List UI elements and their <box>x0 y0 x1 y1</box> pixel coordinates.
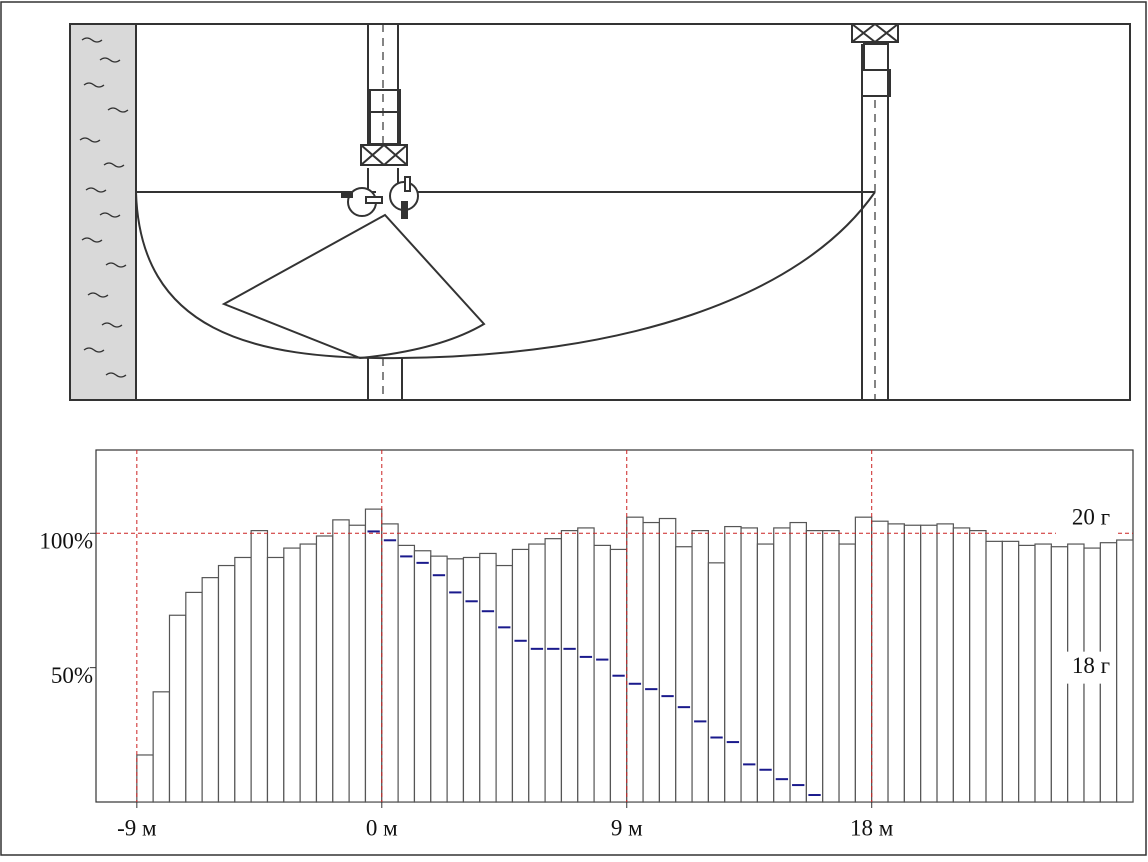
y-tick-label: 100% <box>39 529 93 554</box>
x-tick-label: -9 м <box>117 815 157 840</box>
bar <box>250 530 269 803</box>
bar <box>462 556 481 803</box>
bar <box>773 527 791 803</box>
bar <box>201 577 220 803</box>
bar <box>413 550 432 803</box>
bar <box>593 544 612 803</box>
bar <box>740 527 758 803</box>
legend-bg <box>1056 503 1116 536</box>
bar <box>136 754 154 803</box>
bar <box>283 547 301 803</box>
bar <box>528 543 546 803</box>
bar <box>479 552 497 803</box>
bar <box>185 591 203 803</box>
bar <box>952 527 971 803</box>
bar <box>495 564 514 803</box>
bar <box>1116 539 1134 803</box>
bar <box>871 520 889 803</box>
legend-label: 20 г <box>1072 505 1110 530</box>
bar <box>266 556 285 803</box>
bar <box>430 555 448 803</box>
bar <box>234 556 252 803</box>
bar <box>985 540 1003 803</box>
bar <box>789 521 807 803</box>
y-tick-label: 50% <box>51 663 93 688</box>
x-tick-label: 18 м <box>850 815 894 840</box>
bar <box>560 530 579 803</box>
bar <box>724 525 742 803</box>
bar <box>511 548 530 803</box>
bar <box>822 530 840 803</box>
bar <box>332 519 350 803</box>
bar <box>446 558 465 803</box>
bar <box>903 524 922 803</box>
bar <box>315 535 334 803</box>
bar <box>1001 540 1020 803</box>
bar <box>299 543 318 803</box>
x-tick-label: 9 м <box>611 815 643 840</box>
bar <box>675 546 693 803</box>
legend-bg <box>1056 651 1116 684</box>
bar <box>397 544 416 803</box>
bar <box>642 521 661 803</box>
bar <box>1034 543 1052 803</box>
bar <box>381 523 399 803</box>
bar <box>969 530 987 803</box>
legend-label: 18 г <box>1072 653 1110 678</box>
bar <box>348 524 367 803</box>
bar <box>544 538 563 803</box>
bar <box>920 524 938 803</box>
bar <box>626 516 644 803</box>
bar <box>577 527 595 803</box>
x-tick-label: 0 м <box>366 815 398 840</box>
bar <box>217 564 236 803</box>
layout-diagram <box>69 23 1131 401</box>
bar <box>1018 544 1036 803</box>
bar <box>691 530 710 803</box>
bar <box>887 523 905 803</box>
bar <box>168 614 187 803</box>
bar <box>756 543 775 803</box>
bar <box>936 523 954 803</box>
bar <box>707 562 726 803</box>
bar <box>152 691 171 803</box>
bar <box>658 517 677 803</box>
bar <box>364 508 383 803</box>
bar <box>805 530 824 803</box>
bar <box>854 516 873 803</box>
bar <box>838 543 856 803</box>
